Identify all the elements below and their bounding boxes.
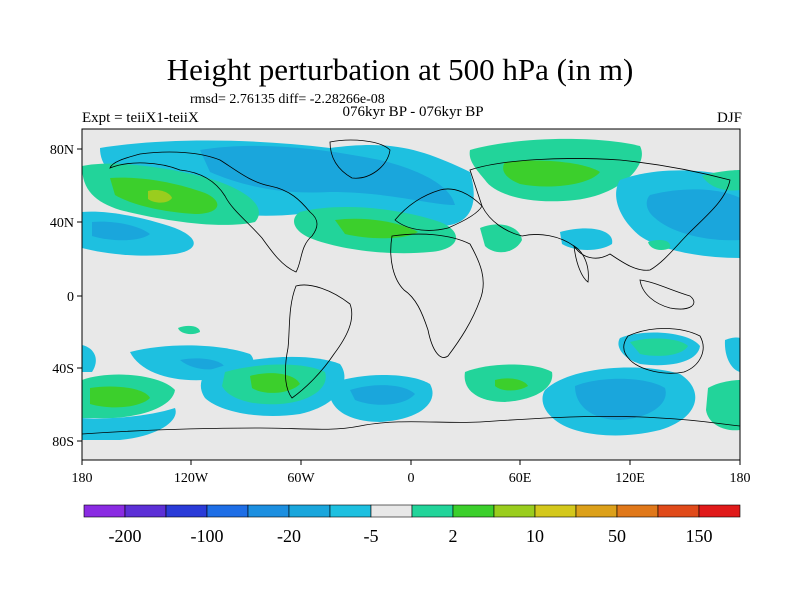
colorbar-swatch xyxy=(83,504,126,518)
lon-tick-label: 180 xyxy=(730,471,751,486)
lat-tick-label: 40N xyxy=(50,216,74,231)
negative-anomaly-east-australia xyxy=(724,337,740,372)
coastline-africa xyxy=(390,233,484,358)
coastline-antarctica xyxy=(82,415,740,435)
colorbar-swatch xyxy=(411,504,454,518)
positive-anomaly-south-indian-core xyxy=(495,378,528,391)
colorbar-swatch xyxy=(616,504,659,518)
colorbar-swatch xyxy=(657,504,700,518)
colorbar: -200 -100 -20 -5 2 10 50 150 xyxy=(83,504,741,546)
coastline-southeast-asia xyxy=(639,279,695,310)
positive-anomaly-middle-east xyxy=(480,224,522,253)
positive-anomaly-china xyxy=(648,240,671,250)
colorbar-swatch xyxy=(452,504,495,518)
colorbar-label: -200 xyxy=(109,526,142,546)
positive-anomaly-alaska-peak xyxy=(148,189,172,203)
colorbar-swatch xyxy=(288,504,331,518)
colorbar-label: -20 xyxy=(277,526,301,546)
negative-anomaly-north-core xyxy=(200,145,455,205)
negative-anomaly-south-asia xyxy=(560,228,613,250)
coastline-india xyxy=(573,245,589,283)
colorbar-swatch xyxy=(698,504,741,518)
negative-anomaly-south-atlantic-core xyxy=(350,385,415,405)
latitude-ticks: 80N 40N 0 40S 80S xyxy=(50,143,82,450)
lon-tick-label: 180 xyxy=(72,471,93,486)
negative-anomaly-south-pacific-2 xyxy=(82,408,176,440)
period-text: 076kyr BP - 076kyr BP xyxy=(342,104,484,120)
contour-fills xyxy=(82,138,740,440)
negative-anomaly-south-pacific-core xyxy=(180,358,224,370)
coastline-australia xyxy=(623,328,704,374)
positive-anomaly-south-east xyxy=(706,380,740,431)
colorbar-swatch xyxy=(247,504,290,518)
positive-anomaly-tropical xyxy=(178,325,200,335)
lat-tick-label: 0 xyxy=(67,290,74,305)
positive-anomaly-south-america-core xyxy=(250,373,300,393)
negative-anomaly-asia-core xyxy=(646,189,740,241)
colorbar-label: -5 xyxy=(364,526,379,546)
positive-anomaly-russia-core xyxy=(503,160,600,187)
colorbar-label: 150 xyxy=(686,526,713,546)
colorbar-label: -100 xyxy=(191,526,224,546)
coastline-asia xyxy=(469,158,731,271)
positive-anomaly-southwest-pacific-core xyxy=(90,386,150,408)
colorbar-swatch xyxy=(575,504,618,518)
lon-tick-label: 60W xyxy=(287,471,315,486)
lon-tick-label: 120W xyxy=(174,471,209,486)
colorbar-swatch xyxy=(370,504,413,518)
colorbar-swatch xyxy=(329,504,372,518)
lat-tick-label: 40S xyxy=(52,362,74,377)
coastline-north-america xyxy=(109,151,318,273)
lat-tick-label: 80N xyxy=(50,143,74,158)
colorbar-swatch xyxy=(124,504,167,518)
colorbar-swatch xyxy=(493,504,536,518)
colorbar-label: 50 xyxy=(608,526,626,546)
coastline-south-america xyxy=(284,284,353,399)
colorbar-label: 2 xyxy=(449,526,458,546)
lon-tick-label: 60E xyxy=(509,471,532,486)
plot-title: Height perturbation at 500 hPa (in m) xyxy=(166,52,634,87)
colorbar-swatch xyxy=(165,504,208,518)
negative-anomaly-pacific-core xyxy=(92,221,150,241)
colorbar-swatch xyxy=(206,504,249,518)
lon-tick-label: 120E xyxy=(615,471,645,486)
lat-tick-label: 80S xyxy=(52,435,74,450)
coastlines xyxy=(82,139,740,435)
longitude-ticks: 180 120W 60W 0 60E 120E 180 xyxy=(72,460,751,486)
colorbar-swatch xyxy=(534,504,577,518)
colorbar-label: 10 xyxy=(526,526,544,546)
coastline-greenland xyxy=(329,139,391,179)
season-label: DJF xyxy=(716,110,742,126)
positive-anomaly-australia xyxy=(630,338,688,356)
stats-text: rmsd= 2.76135 diff= -2.28266e-08 xyxy=(190,92,385,107)
experiment-label: Expt = teiiX1-teiiX xyxy=(82,110,199,126)
positive-anomaly-atlantic-core xyxy=(335,218,418,239)
lon-tick-label: 0 xyxy=(408,471,415,486)
negative-anomaly-indian-ocean-core xyxy=(575,378,666,420)
negative-anomaly-far-west xyxy=(82,345,96,372)
